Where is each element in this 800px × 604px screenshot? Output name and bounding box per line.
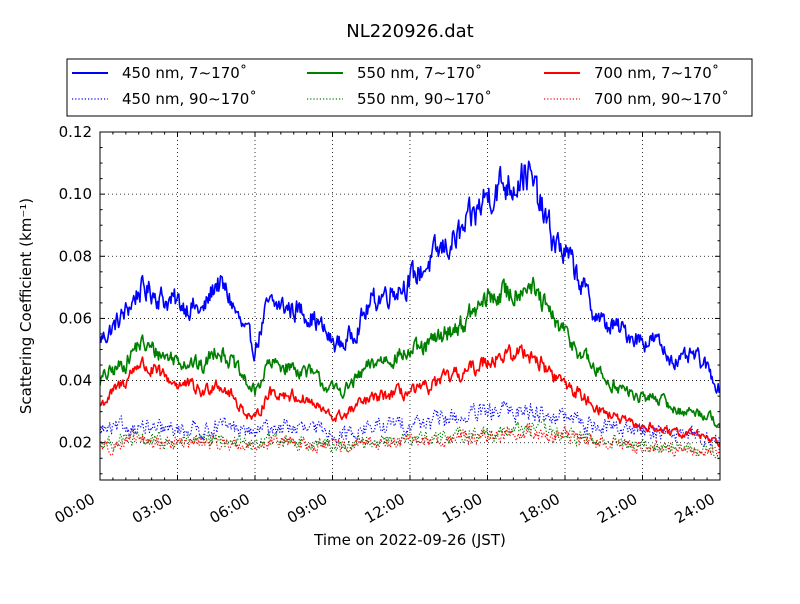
y-tick-label: 0.10 [59,185,92,203]
y-tick-label: 0.08 [59,247,92,265]
series-line-550-nm-90-170-dotted [100,418,720,460]
legend-box [66,58,753,117]
y-tick-label: 0.04 [59,372,92,390]
legend-label: 450 nm, 7∼170˚ [122,64,247,82]
series-line-550-nm-7-170 [100,276,720,428]
y-tick-label: 0.02 [59,434,92,452]
x-axis-label: Time on 2022-09-26 (JST) [313,531,506,549]
series-layer [100,160,720,460]
legend-label: 550 nm, 7∼170˚ [357,64,482,82]
legend: 450 nm, 7∼170˚ 550 nm, 7∼170˚ 700 nm, 7∼17… [66,58,753,117]
legend-label: 550 nm, 90∼170˚ [357,90,492,108]
y-axis-label: Scattering Coefficient (km⁻¹) [17,198,35,414]
axis-ticks [99,131,721,480]
y-tick-labels: 0.02 0.04 0.06 0.08 0.10 0.12 [59,123,92,452]
y-tick-label: 0.06 [59,309,92,327]
legend-label: 700 nm, 7∼170˚ [594,64,719,82]
series-line-700-nm-90-170-dotted [100,422,720,458]
series-line-700-nm-7-170 [100,344,720,448]
chart-title: NL220926.dat [346,21,473,42]
series-line-450-nm-90-170-dotted [100,400,720,448]
y-tick-label: 0.12 [59,123,92,141]
legend-label: 700 nm, 90∼170˚ [594,90,729,108]
series-line-450-nm-7-170 [100,160,720,394]
legend-label: 450 nm, 90∼170˚ [122,90,257,108]
